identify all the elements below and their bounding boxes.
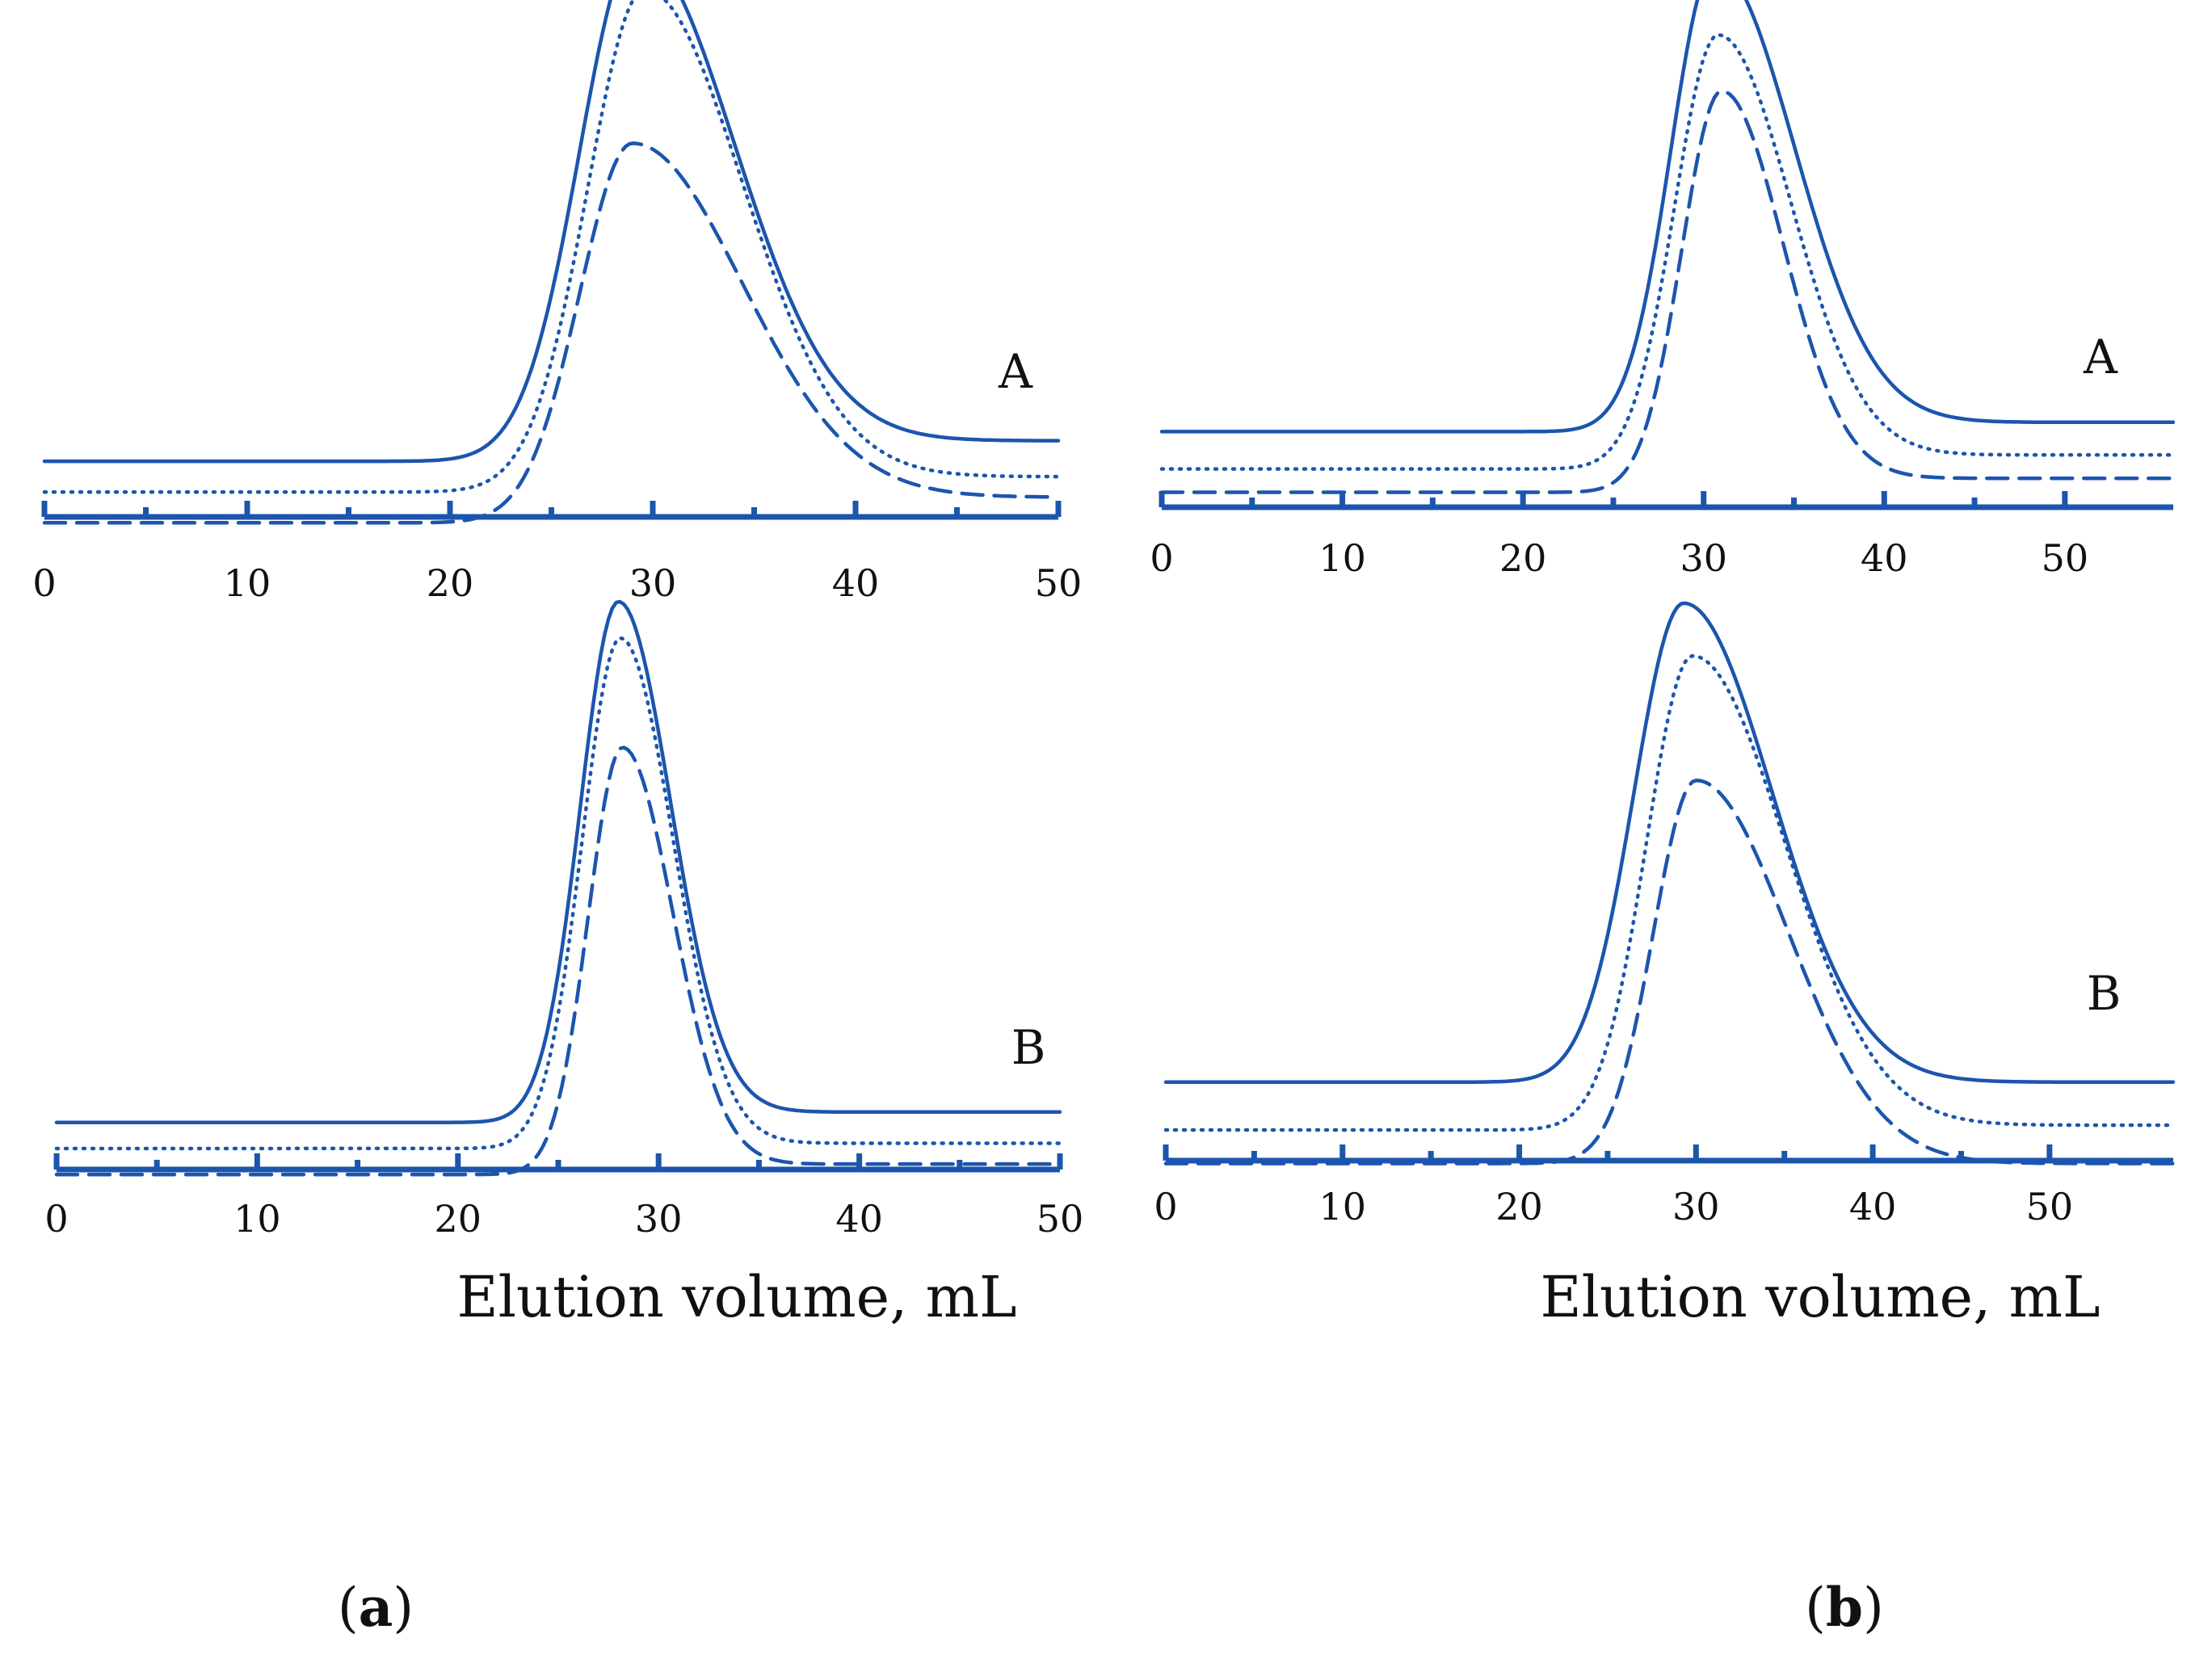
- subfigure-label-a: (a): [338, 1576, 414, 1639]
- x-tick-label: 0: [1154, 1185, 1177, 1228]
- series-line-dashed: [1159, 89, 2176, 494]
- x-tick-label: 40: [832, 561, 880, 605]
- x-tick-label: 0: [44, 1197, 68, 1241]
- chart-panel-a-A: 0 10 20 30 40 50 A: [32, 0, 1082, 605]
- x-tick-label: 10: [224, 561, 271, 605]
- series-line-dotted: [42, 0, 1061, 494]
- panel-label: A: [2083, 330, 2118, 384]
- x-tick-label: 0: [1150, 536, 1173, 580]
- series-line-solid: [42, 0, 1061, 464]
- x-tick-label: 20: [1495, 1185, 1543, 1228]
- chart-panel-b-A: 0 10 20 30 40 50 A: [1150, 0, 2176, 580]
- series-line-dotted: [1159, 32, 2176, 471]
- series-line-solid: [54, 599, 1062, 1124]
- x-axis-title: Elution volume, mL: [457, 1264, 1017, 1330]
- x-tick-label: 50: [1037, 1197, 1084, 1241]
- x-tick-label: 10: [1318, 1185, 1366, 1228]
- chart-panel-a-B: 0 10 20 30 40 50 B Elution volume, mL: [44, 599, 1084, 1330]
- x-tick-label: 0: [32, 561, 56, 605]
- x-tick-label: 40: [1861, 536, 1908, 580]
- series-line-solid: [1163, 601, 2176, 1085]
- x-axis-title: Elution volume, mL: [1541, 1264, 2101, 1330]
- x-tick-label: 50: [2042, 536, 2089, 580]
- panel-label: B: [2087, 966, 2122, 1021]
- series-line-solid: [1159, 0, 2176, 434]
- x-tick-label: 20: [1499, 536, 1547, 580]
- series-line-dashed: [42, 141, 1061, 525]
- x-tick-label: 30: [1672, 1185, 1720, 1228]
- panel-label: A: [998, 344, 1033, 399]
- x-tick-label: 20: [435, 1197, 482, 1241]
- x-tick-label: 40: [1849, 1185, 1897, 1228]
- x-tick-label: 30: [1680, 536, 1727, 580]
- series-line-dotted: [1163, 653, 2176, 1132]
- x-tick-label: 50: [2026, 1185, 2074, 1228]
- x-tick-label: 40: [835, 1197, 883, 1241]
- panel-label: B: [1011, 1020, 1046, 1075]
- x-tick-label: 20: [427, 561, 474, 605]
- x-tick-label: 30: [635, 1197, 683, 1241]
- subfigure-label-b: (b): [1805, 1576, 1884, 1639]
- series-line-dashed: [1163, 778, 2176, 1165]
- x-tick-label: 10: [233, 1197, 281, 1241]
- x-tick-label: 10: [1318, 536, 1366, 580]
- x-tick-label: 50: [1035, 561, 1083, 605]
- chart-panel-b-B: 0 10 20 30 40 50 B Elution volume, mL: [1154, 601, 2176, 1330]
- series-line-dashed: [54, 745, 1062, 1177]
- series-line-dotted: [54, 636, 1062, 1151]
- x-tick-label: 30: [629, 561, 677, 605]
